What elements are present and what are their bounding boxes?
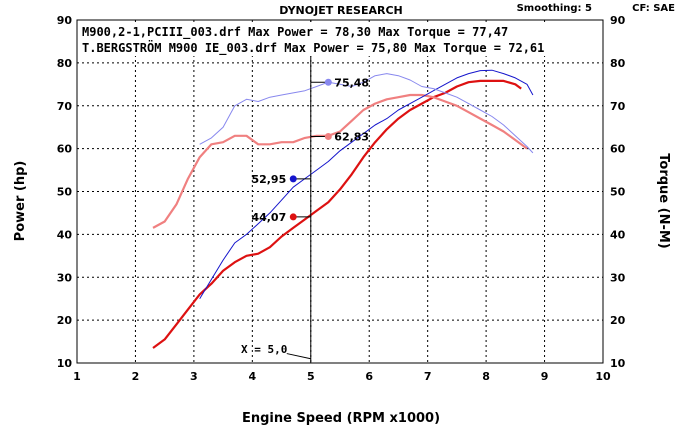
y-tick-label-right: 10 xyxy=(610,357,626,370)
x-cursor-leader xyxy=(286,353,311,360)
x-tick-label: 7 xyxy=(424,370,432,383)
y-tick-label-right: 70 xyxy=(610,100,626,113)
x-tick-label: 6 xyxy=(365,370,373,383)
marker-value-label: 75,48 xyxy=(334,76,369,89)
series-power-a xyxy=(152,79,522,349)
marker-dot[interactable] xyxy=(324,132,332,140)
marker-dot[interactable] xyxy=(289,213,297,221)
y-axis-left-label: Power (hp) xyxy=(13,161,28,242)
x-tick-label: 4 xyxy=(249,370,257,383)
legend-entry-a: M900,2-1,PCIII_003.drf Max Power = 78,30… xyxy=(82,25,508,40)
x-axis-label: Engine Speed (RPM x1000) xyxy=(242,411,440,426)
cursor-layer: X = 5,0 xyxy=(241,20,312,363)
x-tick-label: 9 xyxy=(541,370,549,383)
plot-border xyxy=(76,19,604,364)
series-torque-b xyxy=(199,73,534,154)
marker-value-label: 52,95 xyxy=(251,173,286,186)
y-axis-right-label: Torque (N-M) xyxy=(656,153,671,248)
y-tick-label-left: 70 xyxy=(57,100,73,113)
x-tick-label: 3 xyxy=(190,370,198,383)
y-tick-label-right: 20 xyxy=(610,314,626,327)
series-power-b xyxy=(199,69,534,299)
x-cursor-label: X = 5,0 xyxy=(241,343,287,356)
marker-layer: 75,48 62,83 52,95 44,07 xyxy=(251,76,369,224)
marker-dot[interactable] xyxy=(289,175,297,183)
y-tick-label-left: 80 xyxy=(57,57,73,70)
y-tick-label-right: 40 xyxy=(610,228,626,241)
y-tick-label-right: 90 xyxy=(610,14,626,27)
x-tick-label: 10 xyxy=(595,370,611,383)
y-tick-label-left: 40 xyxy=(57,228,73,241)
marker-dot[interactable] xyxy=(324,78,332,86)
y-tick-label-right: 80 xyxy=(610,57,626,70)
y-tick-label-left: 30 xyxy=(57,271,73,284)
x-tick-label: 1 xyxy=(73,370,81,383)
y-tick-label-right: 60 xyxy=(610,143,626,156)
smoothing-label: Smoothing: 5 xyxy=(517,3,592,14)
marker-value-label: 44,07 xyxy=(251,211,286,224)
y-tick-label-left: 60 xyxy=(57,143,73,156)
series-layer xyxy=(152,69,534,349)
y-tick-label-left: 20 xyxy=(57,314,73,327)
y-tick-label-right: 30 xyxy=(610,271,626,284)
x-tick-label: 5 xyxy=(307,370,315,383)
series-torque-a xyxy=(152,93,528,229)
legend-entry-b: T.BERGSTRÖM M900 IE_003.drf Max Power = … xyxy=(82,40,544,56)
y-tick-label-left: 10 xyxy=(57,357,73,370)
y-tick-label-left: 50 xyxy=(57,186,73,199)
y-tick-label-left: 90 xyxy=(57,14,73,27)
marker-value-label: 62,83 xyxy=(334,130,369,143)
chart-title: DYNOJET RESEARCH xyxy=(279,4,402,17)
y-tick-label-right: 50 xyxy=(610,186,626,199)
x-tick-label: 8 xyxy=(482,370,490,383)
x-tick-label: 2 xyxy=(132,370,140,383)
cf-label: CF: SAE xyxy=(632,3,675,14)
legend-box xyxy=(80,22,566,56)
